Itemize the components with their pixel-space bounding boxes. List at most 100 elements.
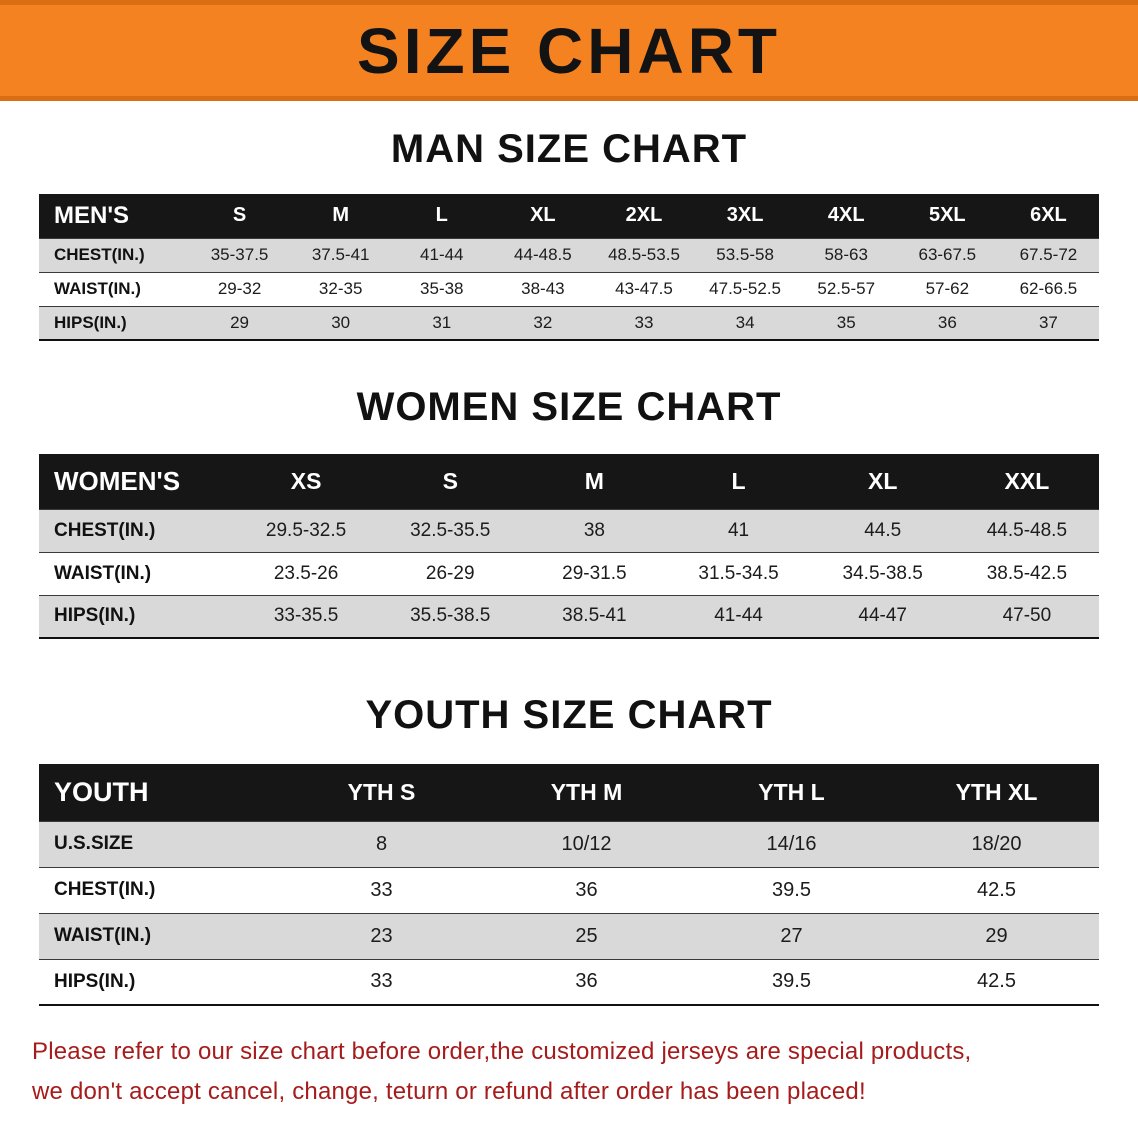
table-cell: 14/16	[689, 820, 894, 867]
table-row: HIPS(IN.) 33 36 39.5 42.5	[39, 958, 1099, 1005]
table-cell: 62-66.5	[997, 271, 1099, 306]
table-cell: 23.5-26	[234, 551, 379, 595]
column-header: M	[522, 454, 667, 509]
table-cell: 36	[484, 866, 689, 913]
table-cell: 31.5-34.5	[666, 551, 811, 595]
table-cell: 18/20	[894, 820, 1099, 867]
table-cell: 32.5-35.5	[378, 508, 523, 552]
row-label: HIPS(IN.)	[39, 958, 279, 1005]
banner: SIZE CHART	[0, 0, 1138, 101]
table-title-cell: YOUTH	[39, 764, 279, 821]
table-row: CHEST(IN.) 35-37.5 37.5-41 41-44 44-48.5…	[39, 237, 1099, 272]
table-cell: 44.5-48.5	[954, 508, 1099, 552]
table-cell: 37	[997, 305, 1099, 340]
disclaimer-line-2: we don't accept cancel, change, teturn o…	[32, 1078, 866, 1105]
table-cell: 8	[279, 820, 484, 867]
table-row: CHEST(IN.) 33 36 39.5 42.5	[39, 866, 1099, 913]
table-cell: 44-48.5	[492, 237, 594, 272]
table-cell: 41	[666, 508, 811, 552]
column-header: 5XL	[896, 194, 998, 238]
table-cell: 34	[694, 305, 796, 340]
table-title-cell: MEN'S	[39, 194, 189, 238]
table-cell: 39.5	[689, 958, 894, 1005]
table-cell: 34.5-38.5	[810, 551, 955, 595]
table-cell: 42.5	[894, 866, 1099, 913]
column-header: M	[290, 194, 392, 238]
table-cell: 35-38	[391, 271, 493, 306]
table-cell: 32	[492, 305, 594, 340]
column-header: L	[666, 454, 811, 509]
row-label: WAIST(IN.)	[39, 551, 234, 595]
column-header: YTH S	[279, 764, 484, 821]
table-cell: 33	[279, 866, 484, 913]
row-label: WAIST(IN.)	[39, 271, 189, 306]
table-cell: 29.5-32.5	[234, 508, 379, 552]
table-cell: 44-47	[810, 594, 955, 638]
table-cell: 30	[290, 305, 392, 340]
column-header: 6XL	[997, 194, 1099, 238]
column-header: 4XL	[795, 194, 897, 238]
table-cell: 25	[484, 912, 689, 959]
table-cell: 38.5-41	[522, 594, 667, 638]
column-header: XXL	[954, 454, 1099, 509]
table-cell: 27	[689, 912, 894, 959]
row-label: CHEST(IN.)	[39, 237, 189, 272]
table-cell: 33-35.5	[234, 594, 379, 638]
table-cell: 10/12	[484, 820, 689, 867]
table-cell: 47-50	[954, 594, 1099, 638]
column-header: 3XL	[694, 194, 796, 238]
disclaimer: Please refer to our size chart before or…	[0, 1032, 1138, 1112]
column-header: XS	[234, 454, 379, 509]
youth-section: YOUTH SIZE CHART YOUTH YTH S YTH M YTH L…	[0, 693, 1138, 1006]
table-cell: 57-62	[896, 271, 998, 306]
table-cell: 23	[279, 912, 484, 959]
disclaimer-line-1: Please refer to our size chart before or…	[32, 1038, 972, 1065]
row-label: HIPS(IN.)	[39, 305, 189, 340]
column-header: 2XL	[593, 194, 695, 238]
men-size-table: MEN'S S M L XL 2XL 3XL 4XL 5XL 6XL CHEST…	[39, 194, 1099, 341]
table-cell: 33	[279, 958, 484, 1005]
youth-size-table: YOUTH YTH S YTH M YTH L YTH XL U.S.SIZE …	[39, 764, 1099, 1006]
column-header: S	[189, 194, 291, 238]
table-title-cell: WOMEN'S	[39, 454, 234, 509]
table-cell: 58-63	[795, 237, 897, 272]
table-cell: 47.5-52.5	[694, 271, 796, 306]
row-label: CHEST(IN.)	[39, 508, 234, 552]
women-size-table: WOMEN'S XS S M L XL XXL CHEST(IN.) 29.5-…	[39, 454, 1099, 639]
table-cell: 43-47.5	[593, 271, 695, 306]
table-cell: 52.5-57	[795, 271, 897, 306]
table-cell: 38.5-42.5	[954, 551, 1099, 595]
men-header-row: MEN'S S M L XL 2XL 3XL 4XL 5XL 6XL	[39, 194, 1099, 238]
table-cell: 36	[896, 305, 998, 340]
table-cell: 67.5-72	[997, 237, 1099, 272]
column-header: YTH L	[689, 764, 894, 821]
table-cell: 26-29	[378, 551, 523, 595]
table-cell: 37.5-41	[290, 237, 392, 272]
table-cell: 38-43	[492, 271, 594, 306]
table-cell: 38	[522, 508, 667, 552]
table-cell: 32-35	[290, 271, 392, 306]
table-cell: 31	[391, 305, 493, 340]
table-cell: 35-37.5	[189, 237, 291, 272]
table-cell: 29	[189, 305, 291, 340]
men-section-heading: MAN SIZE CHART	[390, 127, 748, 171]
table-row: WAIST(IN.) 23 25 27 29	[39, 912, 1099, 959]
column-header: S	[378, 454, 523, 509]
table-cell: 44.5	[810, 508, 955, 552]
column-header: YTH XL	[894, 764, 1099, 821]
youth-section-heading: YOUTH SIZE CHART	[365, 693, 773, 737]
table-cell: 42.5	[894, 958, 1099, 1005]
column-header: XL	[810, 454, 955, 509]
column-header: YTH M	[484, 764, 689, 821]
table-row: WAIST(IN.) 29-32 32-35 35-38 38-43 43-47…	[39, 271, 1099, 306]
row-label: U.S.SIZE	[39, 820, 279, 867]
page-title: SIZE CHART	[357, 14, 781, 87]
women-header-row: WOMEN'S XS S M L XL XXL	[39, 454, 1099, 509]
table-row: HIPS(IN.) 33-35.5 35.5-38.5 38.5-41 41-4…	[39, 594, 1099, 638]
row-label: WAIST(IN.)	[39, 912, 279, 959]
table-cell: 39.5	[689, 866, 894, 913]
table-cell: 53.5-58	[694, 237, 796, 272]
table-cell: 35	[795, 305, 897, 340]
table-cell: 29	[894, 912, 1099, 959]
